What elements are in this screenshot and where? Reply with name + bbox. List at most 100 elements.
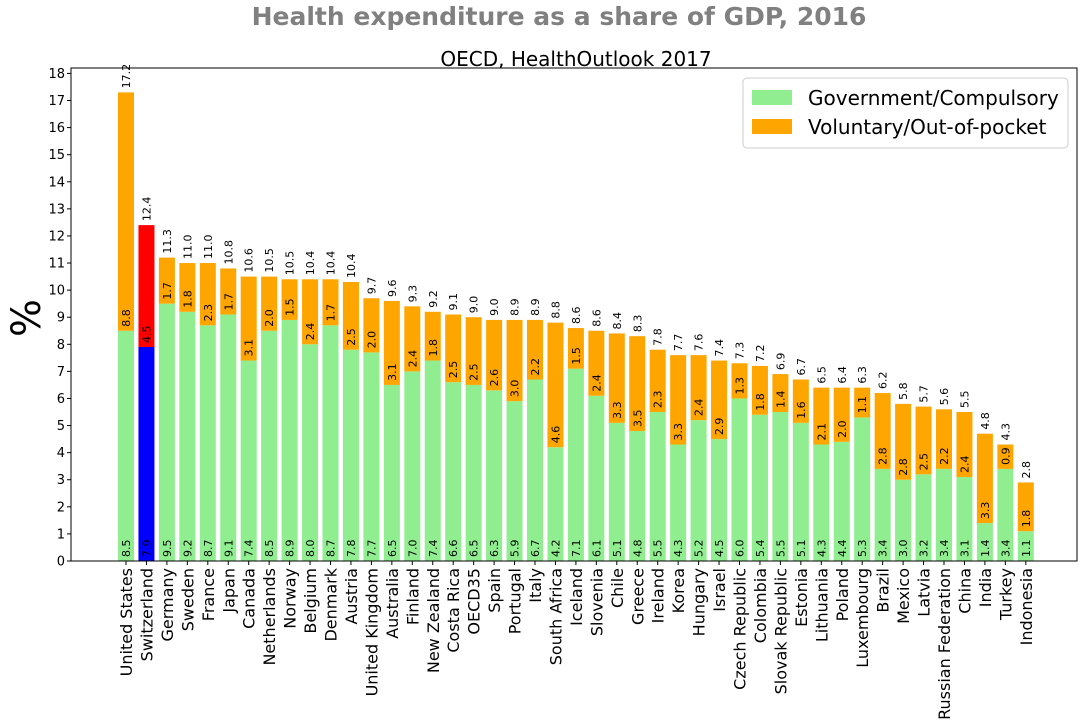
y-axis-label: % — [4, 299, 50, 337]
data-label-voluntary-finland: 2.4 — [406, 350, 419, 368]
x-tick-label-italy: Italy — [526, 568, 545, 603]
data-label-voluntary-czech-republic: 1.3 — [734, 377, 747, 395]
bar-voluntary-indonesia — [1017, 482, 1034, 532]
data-label-total-korea: 7.7 — [672, 334, 685, 352]
y-tick-label-6: 6 — [57, 392, 65, 407]
x-tick-label-oecd35: OECD35 — [465, 568, 484, 635]
data-label-government-japan: 9.1 — [222, 540, 235, 558]
data-label-voluntary-luxembourg: 1.1 — [856, 396, 869, 414]
data-label-voluntary-estonia: 1.6 — [795, 401, 808, 419]
figure-title: Health expenditure as a share of GDP, 20… — [251, 2, 867, 31]
bar-voluntary-spain — [486, 319, 503, 391]
data-label-voluntary-russian-federation: 2.2 — [938, 447, 951, 465]
data-label-government-estonia: 5.1 — [795, 540, 808, 558]
bar-government-switzerland — [138, 347, 155, 561]
x-tick-label-netherlands: Netherlands — [260, 568, 279, 666]
bar-government-china — [956, 477, 973, 561]
bar-government-iceland — [567, 368, 584, 561]
bar-voluntary-canada — [240, 276, 257, 361]
data-label-voluntary-united-kingdom: 2.0 — [365, 331, 378, 349]
data-label-total-austria: 10.4 — [345, 253, 358, 278]
x-tick-label-belgium: Belgium — [301, 568, 320, 634]
data-label-government-colombia: 5.4 — [754, 540, 767, 558]
bar-voluntary-belgium — [302, 279, 319, 345]
data-label-voluntary-turkey: 0.9 — [999, 447, 1012, 465]
data-label-total-oecd35: 9.0 — [468, 296, 481, 314]
bar-voluntary-poland — [833, 387, 850, 442]
bar-voluntary-czech-republic — [731, 363, 748, 399]
x-tick-label-united-kingdom: United Kingdom — [362, 568, 381, 696]
legend-swatch-voluntary-out-of-pocket — [752, 119, 792, 134]
bar-voluntary-slovak-republic — [772, 374, 789, 413]
data-label-total-germany: 11.3 — [161, 229, 174, 254]
data-label-government-new-zealand: 7.4 — [427, 540, 440, 558]
data-label-total-latvia: 5.7 — [918, 385, 931, 403]
bar-government-chile — [608, 422, 625, 561]
bar-voluntary-new-zealand — [424, 311, 441, 361]
legend-box — [742, 77, 1069, 149]
chart-title: OECD, HealthOutlook 2017 — [440, 47, 712, 71]
y-tick-label-3: 3 — [57, 473, 65, 488]
data-label-total-norway: 10.5 — [284, 251, 297, 276]
bar-voluntary-ireland — [649, 349, 666, 413]
bar-government-slovenia — [588, 395, 605, 561]
bar-voluntary-portugal — [506, 319, 523, 402]
data-label-government-brazil: 3.4 — [877, 540, 890, 558]
bar-voluntary-greece — [629, 336, 646, 431]
data-label-voluntary-ireland: 2.3 — [652, 391, 665, 409]
x-tick-label-united-states: United States — [117, 568, 136, 676]
x-tick-label-turkey: Turkey — [996, 568, 1015, 621]
data-label-total-iceland: 8.6 — [570, 307, 583, 325]
bar-government-czech-republic — [731, 398, 748, 561]
data-label-government-czech-republic: 6.0 — [734, 540, 747, 558]
bar-voluntary-russian-federation — [936, 409, 952, 469]
data-label-total-costa-rica: 9.1 — [447, 293, 460, 311]
data-label-government-indonesia: 1.1 — [1020, 540, 1033, 558]
bar-voluntary-japan — [220, 268, 237, 315]
data-label-government-turkey: 3.4 — [999, 540, 1012, 558]
data-label-government-costa-rica: 6.6 — [447, 540, 460, 558]
data-label-total-russian-federation: 5.6 — [938, 388, 951, 406]
data-label-voluntary-indonesia: 1.8 — [1020, 510, 1033, 528]
data-label-government-sweden: 9.2 — [181, 540, 194, 558]
bar-government-turkey — [997, 468, 1014, 561]
bar-government-hungary — [690, 420, 707, 561]
y-tick-label-15: 15 — [48, 148, 65, 163]
y-tick-label-1: 1 — [57, 527, 65, 542]
bars-layer — [118, 92, 1034, 561]
data-label-voluntary-sweden: 1.8 — [181, 290, 194, 308]
bar-voluntary-south-africa — [547, 322, 564, 448]
axes-layer: United States Switzerland Germany Sweden Fra… — [4, 67, 1078, 720]
data-label-government-greece: 4.8 — [631, 540, 644, 558]
x-tick-label-korea: Korea — [669, 568, 688, 613]
data-label-total-sweden: 11.0 — [181, 235, 194, 260]
data-label-government-china: 3.1 — [958, 540, 971, 558]
bar-government-lithuania — [813, 444, 830, 561]
bar-voluntary-austria — [342, 281, 359, 350]
data-label-voluntary-new-zealand: 1.8 — [427, 339, 440, 357]
bar-government-united-states — [118, 330, 134, 561]
data-label-total-south-africa: 8.8 — [549, 301, 562, 319]
bar-voluntary-mexico — [895, 403, 912, 480]
bar-government-oecd35 — [465, 384, 482, 561]
bar-government-new-zealand — [424, 360, 441, 561]
data-label-voluntary-norway: 1.5 — [284, 298, 297, 316]
bar-government-mexico — [895, 479, 912, 561]
data-label-total-japan: 10.8 — [222, 240, 235, 265]
data-label-government-united-states: 8.5 — [120, 540, 133, 558]
bar-government-korea — [670, 444, 687, 561]
x-tick-label-israel: Israel — [710, 568, 729, 612]
data-label-total-australia: 9.6 — [386, 279, 399, 297]
bar-voluntary-turkey — [997, 444, 1014, 469]
data-label-total-lithuania: 6.5 — [815, 366, 828, 384]
bar-voluntary-brazil — [874, 393, 891, 469]
x-tick-label-south-africa: South Africa — [546, 568, 565, 665]
bar-government-portugal — [506, 401, 523, 561]
bar-voluntary-germany — [158, 257, 175, 304]
x-tick-label-poland: Poland — [833, 568, 852, 621]
legend-label-voluntary-out-of-pocket: Voluntary/Out-of-pocket — [808, 115, 1047, 139]
data-label-voluntary-hungary: 2.4 — [693, 399, 706, 417]
data-label-government-germany: 9.5 — [161, 540, 174, 558]
y-tick-label-8: 8 — [57, 338, 65, 353]
data-label-government-italy: 6.7 — [529, 540, 542, 558]
